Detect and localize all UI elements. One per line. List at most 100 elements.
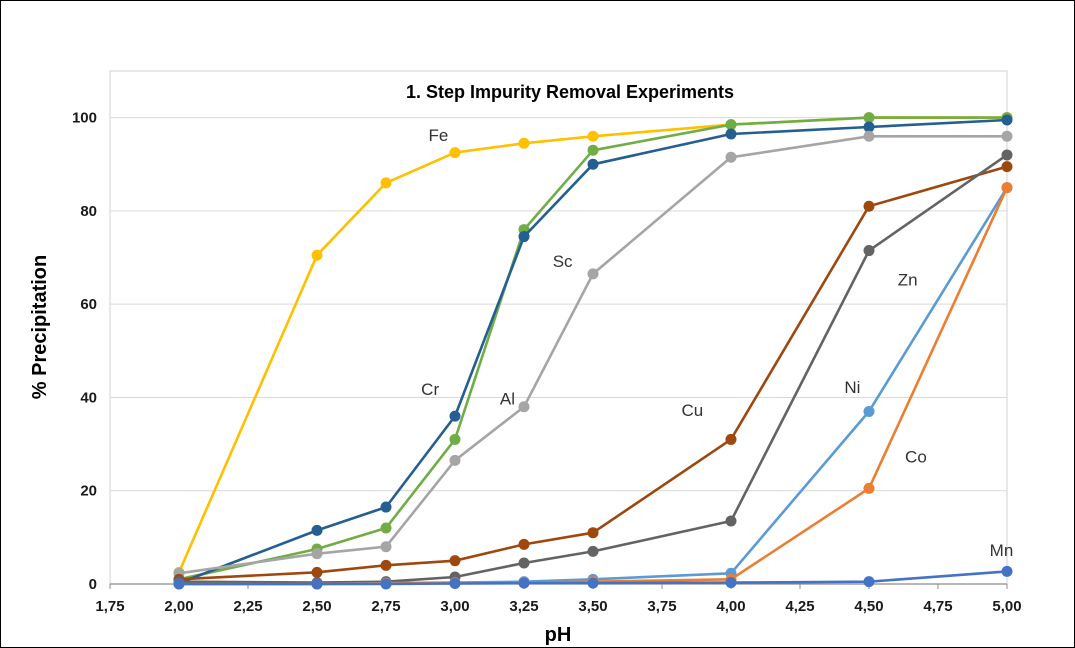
series-label-cr: Cr — [421, 380, 439, 399]
data-point-zn — [518, 557, 530, 569]
data-point-mn — [449, 578, 461, 590]
series-al — [173, 112, 1013, 585]
data-point-sc — [449, 454, 461, 466]
data-point-zn — [725, 515, 737, 527]
series-label-zn: Zn — [898, 271, 918, 290]
data-point-mn — [725, 577, 737, 589]
data-point-mn — [518, 577, 530, 589]
data-point-zn — [863, 245, 875, 257]
series-line-fe — [177, 116, 1007, 573]
data-point-cu — [518, 538, 530, 550]
series-line-co — [179, 187, 1009, 586]
series-line-cu — [178, 165, 1008, 581]
x-tick-label: 5,00 — [992, 598, 1021, 615]
x-tick-label: 1,75 — [95, 598, 124, 615]
data-point-ni — [863, 405, 875, 417]
data-point-cu — [725, 433, 737, 445]
data-point-cr — [518, 231, 530, 243]
x-tick-label: 2,25 — [233, 598, 262, 615]
series-label-ni: Ni — [844, 378, 860, 397]
data-point-sc — [311, 548, 323, 560]
data-point-cu — [449, 555, 461, 567]
data-point-fe — [587, 130, 599, 142]
x-axis-title: pH — [545, 624, 572, 646]
x-tick-label: 2,00 — [164, 598, 193, 615]
x-tick-label: 2,75 — [371, 598, 400, 615]
series-label-sc: Sc — [553, 252, 573, 271]
series-labels: Fe Al Cr Sc Cu Zn Ni Co Mn — [421, 126, 1013, 560]
x-tick-label: 4,75 — [923, 598, 952, 615]
data-point-al — [725, 119, 737, 131]
y-tick-label: 60 — [80, 296, 97, 313]
data-point-cr — [587, 158, 599, 170]
series-group — [173, 112, 1013, 590]
data-point-sc — [863, 130, 875, 142]
x-tick-label: 3,00 — [440, 598, 469, 615]
x-tick-label: 4,50 — [854, 598, 883, 615]
data-point-cr — [380, 501, 392, 513]
series-mn — [173, 565, 1013, 590]
data-point-zn — [1001, 149, 1013, 161]
chart-title: 1. Step Impurity Removal Experiments — [406, 82, 734, 102]
series-line-al — [178, 116, 1007, 581]
series-sc — [173, 130, 1013, 579]
x-tick-label: 3,75 — [647, 598, 676, 615]
data-point-sc — [587, 268, 599, 280]
x-tick-label: 3,25 — [509, 598, 538, 615]
y-tick-label: 20 — [80, 483, 97, 500]
data-point-al — [587, 144, 599, 156]
plot-area-border — [109, 70, 1008, 585]
x-tick-label: 4,25 — [785, 598, 814, 615]
data-point-sc — [1001, 130, 1013, 142]
y-tick-label: 0 — [89, 576, 97, 593]
data-point-al — [449, 433, 461, 445]
series-label-co: Co — [905, 448, 927, 467]
series-fe — [173, 112, 1013, 578]
y-tick-label: 80 — [80, 203, 97, 220]
data-point-co — [1001, 182, 1013, 194]
x-tick-label: 2,50 — [302, 598, 331, 615]
data-point-mn — [863, 576, 875, 588]
series-cr — [173, 114, 1013, 589]
data-point-cr — [725, 128, 737, 140]
x-tick-label: 3,50 — [578, 598, 607, 615]
data-point-cu — [863, 200, 875, 212]
data-point-cr — [863, 121, 875, 133]
data-point-fe — [518, 137, 530, 149]
data-point-fe — [311, 249, 323, 261]
series-label-al: Al — [500, 389, 515, 408]
data-point-sc — [725, 151, 737, 163]
series-line-ni — [179, 186, 1009, 586]
series-label-mn: Mn — [990, 541, 1014, 560]
data-point-mn — [173, 578, 185, 590]
data-point-al — [863, 112, 875, 124]
data-point-sc — [518, 401, 530, 413]
x-tick-label: 4,00 — [716, 598, 745, 615]
series-line-zn — [178, 153, 1008, 584]
series-zn — [173, 149, 1013, 589]
series-line-cr — [178, 118, 1008, 585]
data-point-co — [863, 482, 875, 494]
y-axis-title: % Precipitation — [29, 255, 51, 399]
data-point-cr — [449, 410, 461, 422]
data-point-al — [380, 522, 392, 534]
data-point-fe — [380, 177, 392, 189]
data-point-cu — [1001, 161, 1013, 173]
data-point-cr — [311, 524, 323, 536]
data-point-cu — [311, 566, 323, 578]
data-point-mn — [311, 578, 323, 590]
data-point-cu — [380, 559, 392, 571]
data-point-fe — [449, 147, 461, 159]
y-tick-label: 100 — [72, 110, 97, 127]
y-tick-label: 40 — [80, 389, 97, 406]
gridlines — [109, 70, 1008, 585]
series-label-cu: Cu — [681, 401, 703, 420]
data-point-mn — [587, 577, 599, 589]
series-cu — [173, 161, 1013, 585]
data-point-mn — [380, 578, 392, 590]
data-point-mn — [1001, 565, 1013, 577]
data-point-cr — [1001, 114, 1013, 126]
data-point-sc — [380, 541, 392, 553]
